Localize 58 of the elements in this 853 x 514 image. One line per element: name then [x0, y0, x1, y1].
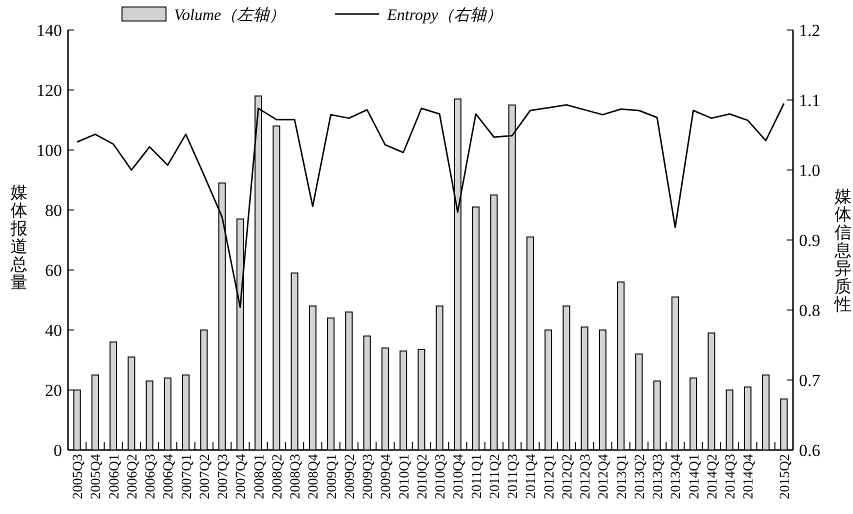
x-tick-label: 2011Q1 [470, 454, 485, 499]
x-tick-label: 2011Q3 [506, 454, 522, 499]
x-tick-label: 2010Q4 [452, 454, 467, 500]
x-tick-label: 2007Q3 [216, 454, 232, 500]
x-tick-label: 2015Q2 [778, 454, 793, 500]
x-tick-label: 2013Q1 [614, 454, 630, 500]
y-tick-label: 20 [45, 381, 62, 400]
legend-label: Volume（左轴） [174, 6, 286, 24]
x-tick-label: 2010Q2 [415, 454, 430, 500]
x-tick-label: 2013Q3 [651, 454, 666, 500]
y2-tick-label: 0.9 [799, 231, 820, 250]
x-tick-label: 2009Q4 [379, 454, 394, 500]
y2-tick-label: 0.7 [799, 371, 821, 390]
x-tick-label: 2008Q1 [252, 454, 268, 500]
x-tick-label: 2007Q2 [198, 454, 213, 500]
x-tick-label: 2006Q2 [125, 454, 140, 500]
y2-tick-label: 0.6 [799, 441, 820, 460]
x-tick-label: 2006Q4 [162, 454, 177, 500]
x-tick-label: 2007Q4 [234, 454, 250, 500]
y2-tick-label: 0.8 [799, 301, 820, 320]
x-tick-label: 2012Q4 [596, 454, 612, 500]
x-tick-label: 2007Q1 [180, 454, 195, 500]
y-tick-label: 40 [45, 321, 62, 340]
y2-tick-label: 1.0 [799, 161, 820, 180]
x-tick-label: 2009Q3 [361, 454, 376, 500]
x-tick-label: 2009Q1 [324, 454, 340, 500]
x-tick-label: 2008Q4 [306, 454, 322, 500]
y-tick-label: 60 [45, 261, 62, 280]
y-tick-label: 0 [54, 441, 62, 460]
y-axis-title: 媒体报道总量 [10, 183, 28, 292]
x-tick-label: 2012Q3 [578, 454, 594, 500]
y-tick-label: 140 [36, 21, 62, 40]
y-tick-label: 120 [36, 81, 62, 100]
x-tick-label: 2005Q3 [71, 454, 86, 500]
x-tick-label: 2010Q1 [397, 454, 412, 500]
x-tick-label: 2013Q2 [632, 454, 648, 500]
x-tick-label: 2006Q3 [144, 454, 159, 500]
x-tick-label: 2014Q1 [687, 454, 702, 500]
x-tick-label: 2009Q2 [342, 454, 358, 500]
x-tick-label: 2006Q1 [107, 454, 122, 500]
x-tick-label: 2012Q1 [542, 454, 558, 500]
x-tick-label: 2008Q3 [288, 454, 304, 500]
x-tick-label: 2014Q2 [705, 454, 720, 500]
x-tick-label: 2008Q2 [270, 454, 286, 500]
y-tick-label: 80 [45, 201, 62, 220]
x-tick-label: 2011Q4 [524, 454, 540, 499]
y-tick-label: 100 [36, 141, 62, 160]
x-tick-label: 2005Q4 [89, 454, 104, 500]
y2-axis-title: 媒体信息异质性 [834, 187, 852, 314]
y2-tick-label: 1.2 [799, 21, 820, 40]
x-tick-label: 2011Q2 [488, 454, 503, 499]
x-tick-label: 2010Q3 [434, 454, 449, 500]
legend-label: Entropy（右轴） [386, 6, 502, 24]
x-tick-label: 2012Q2 [560, 454, 576, 500]
x-tick-label: 2014Q3 [724, 454, 739, 500]
x-tick-label: 2013Q4 [669, 454, 684, 500]
y2-tick-label: 1.1 [799, 91, 820, 110]
x-tick-label: 2014Q4 [742, 454, 757, 500]
